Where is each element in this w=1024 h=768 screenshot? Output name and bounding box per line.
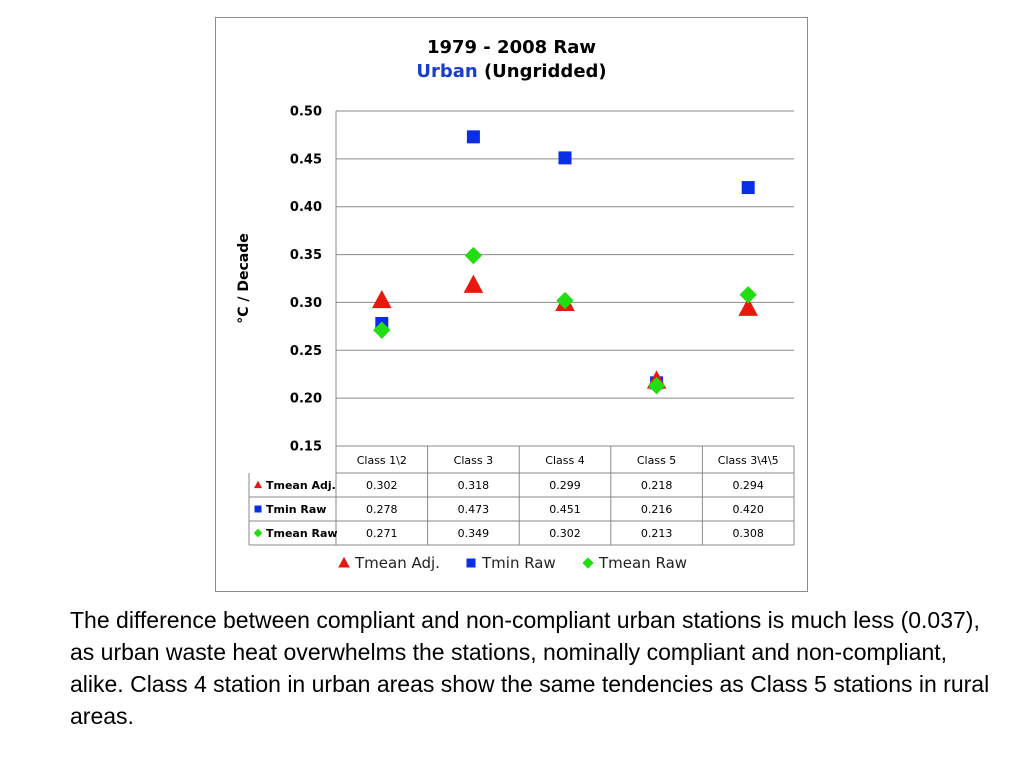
legend-label: Tmin Raw	[481, 554, 556, 572]
table-cell-value: 0.451	[549, 503, 581, 516]
table-cell-value: 0.294	[732, 479, 764, 492]
table-row-label: Tmean Adj.	[266, 479, 336, 492]
data-point-diamond	[464, 246, 483, 265]
legend-label: Tmean Adj.	[354, 554, 440, 572]
table-cell-value: 0.420	[732, 503, 764, 516]
table-cell-value: 0.299	[549, 479, 581, 492]
category-label: Class 4	[545, 454, 584, 467]
y-tick-label: 0.35	[290, 248, 322, 263]
chart-title-line1: 1979 - 2008 Raw	[426, 37, 597, 58]
legend-marker	[466, 558, 476, 568]
data-point-triangle	[463, 274, 484, 293]
category-label: Class 3	[454, 454, 493, 467]
y-axis-label: °C / Decade	[236, 233, 252, 324]
table-cell-value: 0.271	[366, 527, 398, 540]
chart-title: 1979 - 2008 Raw Urban (Ungridded)	[216, 36, 807, 84]
table-row-label: Tmean Raw	[266, 527, 338, 540]
chart-title-rest: (Ungridded)	[477, 61, 607, 82]
data-point-triangle	[372, 289, 392, 309]
table-cell-value: 0.302	[366, 479, 398, 492]
y-tick-label: 0.25	[290, 344, 322, 359]
table-cell-value: 0.302	[549, 527, 581, 540]
legend-marker	[582, 557, 594, 569]
data-point-diamond	[739, 286, 757, 304]
table-cell-value: 0.349	[458, 527, 490, 540]
table-cell-value: 0.218	[641, 479, 673, 492]
y-tick-label: 0.45	[290, 152, 322, 167]
table-row-label: Tmin Raw	[266, 503, 326, 516]
legend-label: Tmean Raw	[598, 554, 687, 572]
table-cell-value: 0.216	[641, 503, 673, 516]
y-tick-label: 0.20	[290, 392, 322, 407]
y-tick-label: 0.30	[290, 296, 322, 311]
slide-caption: The difference between compliant and non…	[70, 607, 990, 729]
category-label: Class 1\2	[357, 454, 407, 467]
table-cell-value: 0.473	[458, 503, 490, 516]
table-cell-value: 0.318	[458, 479, 490, 492]
data-point-triangle	[738, 297, 758, 316]
data-point-diamond	[373, 321, 391, 339]
y-tick-label: 0.15	[290, 440, 322, 455]
chart-title-accent: Urban	[416, 61, 478, 82]
data-point-square	[741, 181, 755, 195]
data-point-square	[558, 151, 572, 165]
data-point-diamond	[556, 291, 574, 310]
table-row-marker	[253, 480, 263, 489]
table-row-marker	[254, 505, 262, 513]
data-point-square	[466, 130, 480, 144]
chart-frame: 1979 - 2008 Raw Urban (Ungridded) 0.15 0.…	[215, 17, 808, 592]
legend-marker	[338, 556, 350, 568]
chart-title-line2: Urban (Ungridded)	[216, 60, 807, 84]
y-tick-label: 0.40	[290, 200, 322, 215]
category-label: Class 3\4\5	[718, 454, 779, 467]
table-cell-value: 0.213	[641, 527, 673, 540]
category-label: Class 5	[637, 454, 676, 467]
chart-plot: 0.15 0.20 0.25 0.30 0.35 0.40 0.45 0.50 °C / Dec…	[236, 105, 795, 572]
table-cell-value: 0.308	[732, 527, 764, 540]
y-tick-label: 0.50	[290, 105, 322, 120]
table-row-marker	[253, 528, 263, 538]
table-cell-value: 0.278	[366, 503, 398, 516]
